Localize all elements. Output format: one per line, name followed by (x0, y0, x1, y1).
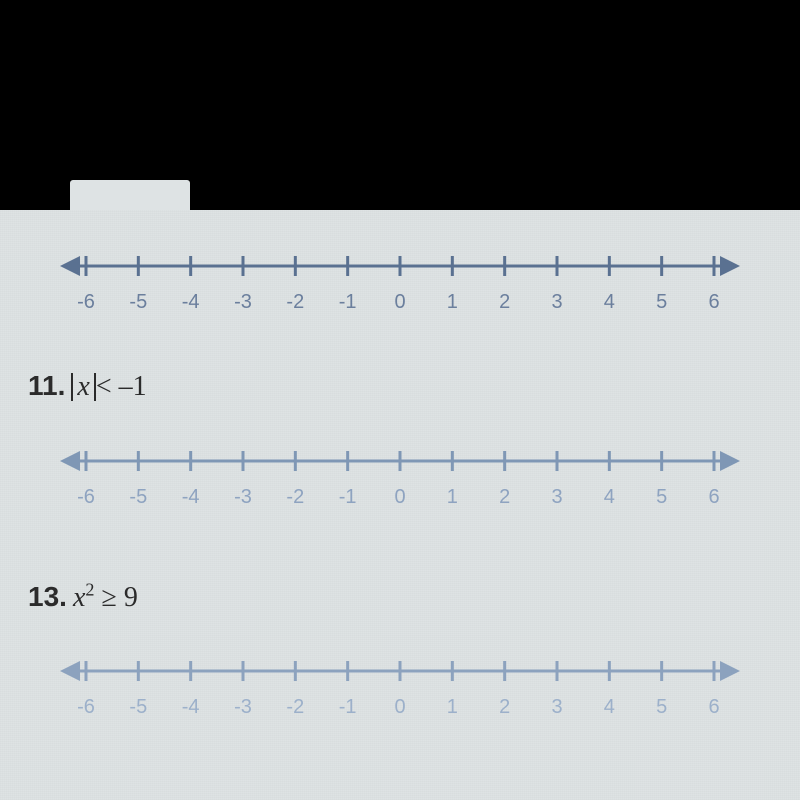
arrow-left-icon (60, 451, 80, 471)
tick-label: 1 (447, 486, 458, 508)
tick-label: -3 (234, 291, 252, 313)
arrow-left-icon (60, 256, 80, 276)
tick-label: -5 (129, 696, 147, 718)
sq-base: x (73, 582, 85, 613)
tick-label: -5 (129, 486, 147, 508)
tick-label: -1 (339, 696, 357, 718)
number-line-p11: -6 -5 -4 -3 -2 -1 0 1 2 3 4 5 6 (60, 435, 740, 515)
tick-label: 0 (394, 486, 405, 508)
number-line-top: -6 -5 -4 -3 -2 -1 0 1 2 3 4 5 6 (60, 240, 740, 320)
problem-number: 13. (28, 581, 67, 612)
tick-label: -1 (339, 291, 357, 313)
problem-number: 11. (28, 370, 65, 401)
abs-inner: x (77, 371, 89, 402)
tick-label: -1 (339, 486, 357, 508)
page-cutout (70, 180, 190, 210)
tick-label: 2 (499, 696, 510, 718)
tick-label: -6 (77, 486, 95, 508)
arrow-right-icon (720, 451, 740, 471)
tick-label: 4 (604, 486, 615, 508)
tick-label: 6 (708, 486, 719, 508)
expr-suffix: < –1 (96, 371, 147, 402)
tick-label: 2 (499, 486, 510, 508)
tick-label: 1 (447, 291, 458, 313)
problem-label-p11: 11.x< –1 (28, 370, 147, 403)
tick-label: 1 (447, 696, 458, 718)
tick-label: -2 (286, 291, 304, 313)
number-line-svg: -6 -5 -4 -3 -2 -1 0 1 2 3 4 5 6 (60, 435, 740, 515)
tick-label: 3 (551, 291, 562, 313)
tick-label: 4 (604, 291, 615, 313)
problem-expression: x< –1 (71, 371, 146, 402)
tick-label: -4 (182, 486, 200, 508)
tick-label: 6 (708, 291, 719, 313)
worksheet-content: -6-5-4-3-2-1012345611.x< –1-6-5-4-3-2-10… (0, 210, 800, 800)
problem-label-p13: 13.x2 ≥ 9 (28, 580, 138, 614)
top-black-bar (0, 0, 800, 210)
tick-label: -4 (182, 291, 200, 313)
tick-label: 0 (394, 696, 405, 718)
tick-label: 5 (656, 291, 667, 313)
number-line-svg: -6 -5 -4 -3 -2 -1 0 1 2 3 4 5 6 (60, 240, 740, 320)
arrow-right-icon (720, 661, 740, 681)
tick-label: -6 (77, 696, 95, 718)
tick-label: -5 (129, 291, 147, 313)
tick-label: 3 (551, 486, 562, 508)
tick-label: 2 (499, 291, 510, 313)
arrow-right-icon (720, 256, 740, 276)
number-line-p13: -6 -5 -4 -3 -2 -1 0 1 2 3 4 5 6 (60, 645, 740, 725)
tick-label: 5 (656, 486, 667, 508)
tick-label: -3 (234, 486, 252, 508)
expr-suffix: ≥ 9 (94, 582, 137, 613)
tick-label: -6 (77, 291, 95, 313)
number-line-svg: -6 -5 -4 -3 -2 -1 0 1 2 3 4 5 6 (60, 645, 740, 725)
abs-bars: x (71, 373, 95, 401)
tick-label: 5 (656, 696, 667, 718)
tick-label: 3 (551, 696, 562, 718)
tick-label: -4 (182, 696, 200, 718)
arrow-left-icon (60, 661, 80, 681)
tick-label: -3 (234, 696, 252, 718)
tick-label: 6 (708, 696, 719, 718)
problem-expression: x2 ≥ 9 (73, 582, 138, 613)
tick-label: 4 (604, 696, 615, 718)
tick-label: -2 (286, 486, 304, 508)
tick-label: -2 (286, 696, 304, 718)
tick-label: 0 (394, 291, 405, 313)
